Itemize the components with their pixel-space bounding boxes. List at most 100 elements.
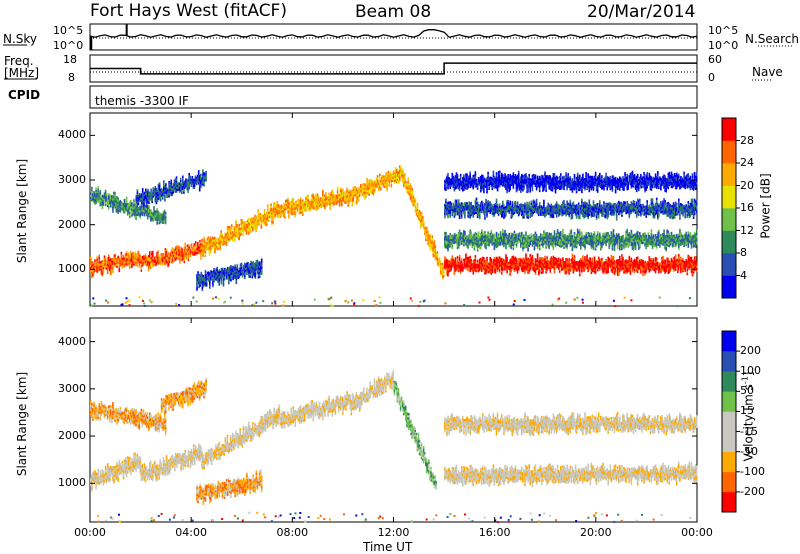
power-colorbar-tick-label-0: 28 (740, 135, 754, 146)
xtick-label-2: 08:00 (276, 527, 308, 538)
nsky-tick-top: 10^5 (53, 25, 83, 36)
velocity-colorbar-seg-8 (722, 331, 736, 352)
power-ytick-label-0: 1000 (58, 263, 86, 274)
velocity-ylabel: Slant Range [km] (15, 372, 29, 476)
velocity-ytick-label-2: 3000 (58, 383, 86, 394)
power-ytick-label-3: 4000 (58, 129, 86, 140)
velocity-colorbar-seg-7 (722, 351, 736, 372)
xtick-label-3: 12:00 (378, 527, 410, 538)
power-colorbar-tick-label-2: 20 (740, 180, 754, 191)
power-band-0 (90, 250, 142, 279)
power-band-2 (201, 200, 281, 258)
velocity-noise-scatter (97, 511, 692, 523)
velocity-colorbar-seg-4 (722, 411, 736, 432)
velocity-colorbar-tick-label-2: 50 (740, 385, 754, 396)
velocity-colorbar-tick-label-0: 200 (740, 345, 761, 356)
power-ylabel: Slant Range [km] (15, 159, 29, 263)
power-colorbar-tick-label-3: 16 (740, 202, 754, 213)
power-colorbar-tick-label-6: 4 (740, 270, 747, 281)
power-colorbar-seg-3 (722, 208, 736, 231)
freq-panel (89, 54, 698, 83)
xtick-label-0: 00:00 (74, 527, 106, 538)
xtick-label-6: 00:00 (681, 527, 713, 538)
cpid-label: CPID (8, 89, 40, 101)
velocity-colorbar-tick-label-6: -100 (740, 466, 765, 477)
velocity-colorbar-label-end: ] (742, 372, 756, 377)
date-label: 20/Mar/2014 (587, 4, 695, 21)
velocity-band-3 (279, 391, 351, 429)
power-colorbar-tick-label-4: 12 (740, 225, 754, 236)
nsky-panel (89, 23, 698, 51)
freq-trace (90, 62, 697, 75)
velocity-band-7 (196, 469, 263, 505)
velocity-colorbar-seg-1 (722, 471, 736, 493)
power-colorbar-seg-5 (722, 163, 736, 186)
nsky-tick-bottom: 10^0 (53, 40, 83, 51)
nsearch-label: N.Search (745, 33, 799, 45)
power-band-1 (140, 239, 202, 272)
power-band-7 (90, 186, 167, 225)
velocity-ytick-label-3: 4000 (58, 336, 86, 347)
nsearch-tick-bottom: 10^0 (708, 40, 738, 51)
velocity-colorbar-seg-6 (722, 371, 736, 392)
velocity-colorbar-seg-2 (722, 451, 736, 473)
power-colorbar-seg-1 (722, 253, 736, 276)
nave-label: Nave (752, 66, 783, 78)
xtick-label-4: 16:00 (479, 527, 511, 538)
power-band-4 (350, 165, 402, 207)
power-noise-scatter (90, 296, 691, 308)
power-ytick-label-2: 3000 (58, 174, 86, 185)
velocity-band-5 (393, 380, 437, 490)
velocity-colorbar-label-sup: -1 (741, 376, 750, 384)
x-axis-label: Time UT (363, 541, 412, 553)
cpid-panel (89, 85, 698, 109)
power-band-6 (444, 253, 698, 277)
beam-label: Beam 08 (355, 4, 431, 21)
velocity-colorbar-tick-label-3: 15 (740, 405, 754, 416)
nsky-label: N.Sky (3, 33, 37, 45)
velocity-band-8 (90, 400, 167, 436)
nave-tick-bottom: 0 (708, 72, 715, 83)
velocity-band-6 (444, 461, 698, 488)
power-band-12 (444, 170, 698, 194)
power-band-10 (444, 228, 698, 252)
power-colorbar-seg-0 (722, 275, 736, 299)
cpid-text: themis -3300 IF (95, 95, 189, 107)
power-ytick-label-1: 2000 (58, 219, 86, 230)
power-band-3 (279, 186, 351, 219)
velocity-colorbar-tick-label-1: 100 (740, 365, 761, 376)
power-colorbar-tick-label-1: 24 (740, 157, 754, 168)
velocity-colorbar-seg-3 (722, 431, 736, 452)
power-colorbar-seg-6 (722, 140, 736, 164)
velocity-colorbar-frame (721, 330, 737, 513)
velocity-colorbar-label-text: Velocity [m s (742, 384, 756, 461)
freq-unit-label: [MHz] (4, 67, 39, 79)
velocity-colorbar-tick-label-4: -15 (740, 426, 758, 437)
power-band-5 (401, 168, 445, 280)
power-band-11 (444, 197, 698, 221)
power-colorbar-seg-4 (722, 185, 736, 209)
freq-tick-top: 18 (63, 54, 77, 65)
velocity-band-4 (350, 370, 394, 416)
velocity-band-2 (201, 404, 281, 470)
power-colorbar-tick-label-5: 8 (740, 247, 747, 258)
velocity-ytick-label-1: 2000 (58, 430, 86, 441)
power-band-8 (135, 169, 207, 209)
plot-title: Fort Hays West (fitACF) (90, 3, 287, 20)
power-colorbar-label: Power [dB] (759, 173, 773, 238)
freq-label: Freq. (4, 55, 34, 67)
xtick-label-5: 20:00 (580, 527, 612, 538)
velocity-ytick-label-0: 1000 (58, 477, 86, 488)
velocity-colorbar-tick-label-5: -50 (740, 446, 758, 457)
nsearch-tick-top: 10^5 (708, 25, 738, 36)
velocity-colorbar-tick-label-7: -200 (740, 486, 765, 497)
velocity-band-1 (140, 443, 202, 483)
velocity-colorbar-seg-0 (722, 491, 736, 513)
velocity-band-10 (444, 412, 698, 437)
xtick-label-1: 04:00 (175, 527, 207, 538)
power-colorbar-seg-7 (722, 118, 736, 141)
nave-tick-top: 60 (708, 54, 722, 65)
velocity-band-9 (160, 377, 207, 416)
velocity-colorbar-seg-5 (722, 391, 736, 412)
